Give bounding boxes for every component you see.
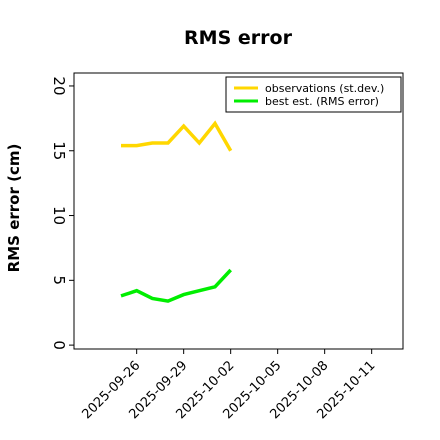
y-tick-label: 5 [50,276,68,286]
series-line-observations [121,120,233,152]
chart-title: RMS error [184,27,293,49]
legend-label-best-estimate: best est. (RMS error) [265,95,379,108]
y-tick-label: 20 [50,76,68,95]
plot-frame [73,72,404,350]
series-lines [120,120,233,303]
legend-box [225,76,402,113]
x-ticks: 2025-09-262025-09-292025-10-022025-10-05… [79,349,378,422]
legend-label-observations: observations (st.dev.) [265,82,384,95]
y-tick-label: 15 [50,141,68,160]
y-ticks: 0 5 10 15 20 [50,76,74,350]
y-axis-label: RMS error (cm) [5,144,23,273]
legend: observations (st.dev.) best est. (RMS er… [225,76,402,113]
y-tick-label: 0 [50,340,68,350]
series-line-best-estimate [120,268,232,303]
y-tick-label: 10 [50,206,68,225]
